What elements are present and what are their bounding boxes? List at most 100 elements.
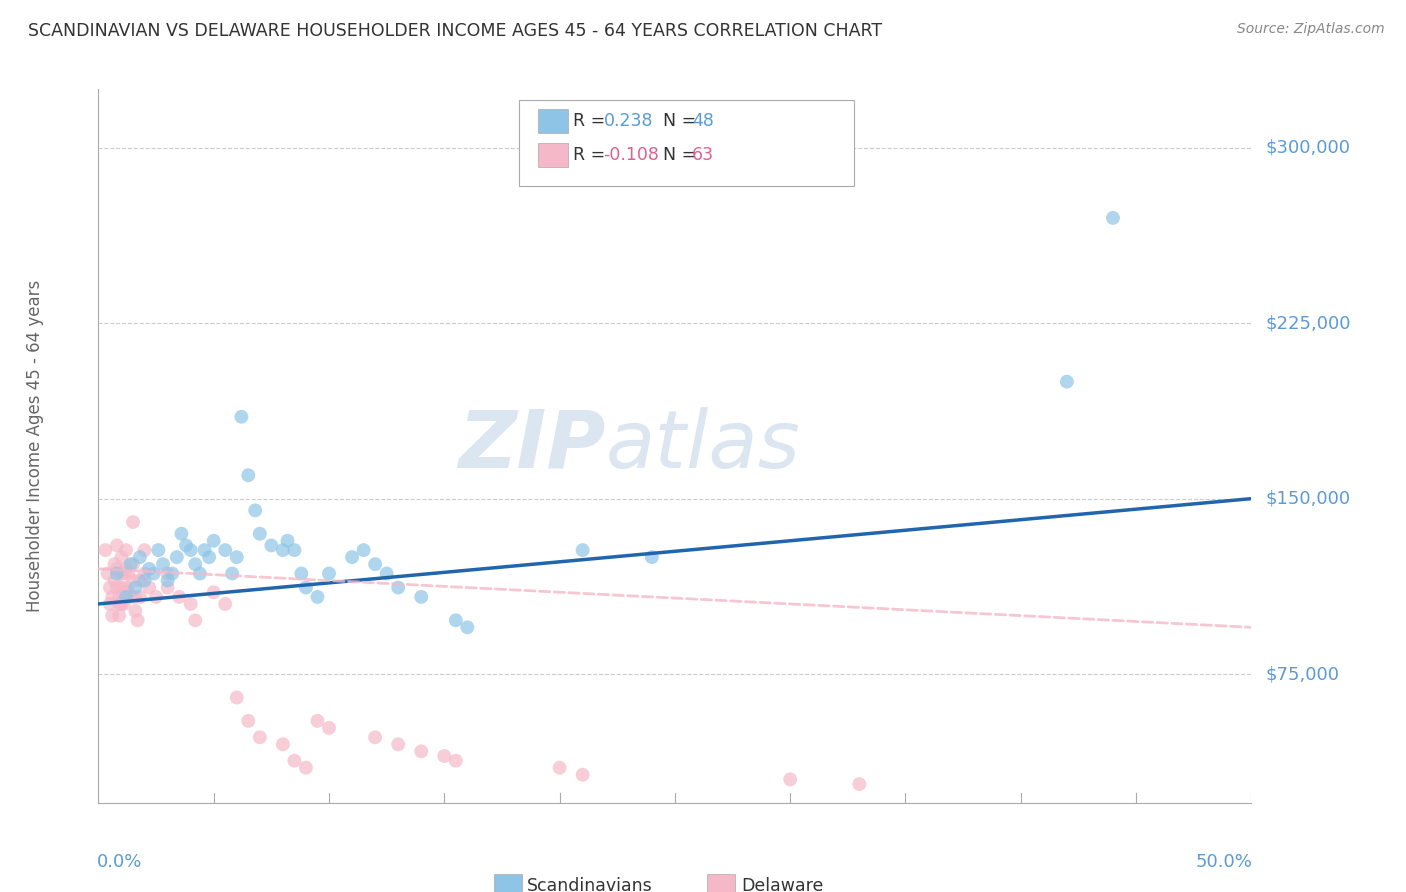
Scandinavians [174,538,197,552]
Scandinavians [318,566,340,581]
Scandinavians [641,550,664,565]
Delaware [110,566,132,581]
Delaware [97,566,120,581]
Delaware [115,543,138,558]
Scandinavians [170,526,193,541]
Scandinavians [456,620,478,634]
Delaware [105,581,128,595]
Delaware [848,777,870,791]
Delaware [156,581,179,595]
Text: R =: R = [574,146,612,164]
Delaware [101,608,124,623]
Delaware [411,744,433,758]
Delaware [129,574,152,588]
Delaware [122,574,145,588]
Text: ZIP: ZIP [458,407,606,485]
Delaware [167,590,190,604]
Text: -0.108: -0.108 [603,146,659,164]
Delaware [112,566,135,581]
Scandinavians [364,557,387,571]
Delaware [115,562,138,576]
Scandinavians [193,543,215,558]
FancyBboxPatch shape [707,874,735,892]
Text: 0.238: 0.238 [603,112,652,130]
Scandinavians [1056,375,1078,389]
Delaware [548,761,571,775]
Delaware [138,581,160,595]
Delaware [129,590,152,604]
Delaware [184,613,207,627]
Delaware [283,754,305,768]
Text: atlas: atlas [606,407,800,485]
FancyBboxPatch shape [537,143,568,167]
Scandinavians [142,566,165,581]
Scandinavians [225,550,247,565]
Scandinavians [231,409,253,424]
Scandinavians [180,543,202,558]
Delaware [105,538,128,552]
Delaware [444,754,467,768]
Text: $75,000: $75,000 [1265,665,1340,683]
Text: SCANDINAVIAN VS DELAWARE HOUSEHOLDER INCOME AGES 45 - 64 YEARS CORRELATION CHART: SCANDINAVIAN VS DELAWARE HOUSEHOLDER INC… [28,22,882,40]
Scandinavians [184,557,207,571]
FancyBboxPatch shape [494,874,522,892]
Delaware [112,585,135,599]
Text: $300,000: $300,000 [1265,138,1350,157]
Scandinavians [238,468,260,483]
Scandinavians [129,550,152,565]
Delaware [249,731,271,745]
Scandinavians [134,574,156,588]
Delaware [225,690,247,705]
Scandinavians [260,538,283,552]
Scandinavians [340,550,363,565]
Delaware [180,597,202,611]
Delaware [117,566,139,581]
Scandinavians [105,566,128,581]
Scandinavians [276,533,298,548]
Delaware [202,585,225,599]
Text: $150,000: $150,000 [1265,490,1350,508]
Text: Scandinavians: Scandinavians [527,877,652,892]
Delaware [103,557,125,571]
Text: 0.0%: 0.0% [97,853,142,871]
Delaware [156,566,179,581]
Text: 63: 63 [692,146,714,164]
Delaware [124,604,146,618]
Delaware [214,597,236,611]
Scandinavians [156,574,179,588]
Scandinavians [571,543,593,558]
Scandinavians [375,566,398,581]
Delaware [105,562,128,576]
Delaware [108,608,131,623]
Delaware [364,731,387,745]
Scandinavians [245,503,267,517]
Delaware [307,714,329,728]
Scandinavians [188,566,211,581]
Delaware [122,557,145,571]
Delaware [110,550,132,565]
Text: Source: ZipAtlas.com: Source: ZipAtlas.com [1237,22,1385,37]
Scandinavians [214,543,236,558]
Text: 48: 48 [692,112,714,130]
Delaware [103,574,125,588]
Scandinavians [221,566,243,581]
Scandinavians [411,590,433,604]
Delaware [134,543,156,558]
Delaware [98,581,121,595]
Text: R =: R = [574,112,612,130]
Scandinavians [307,590,329,604]
Delaware [318,721,340,735]
Scandinavians [283,543,305,558]
Delaware [98,597,121,611]
Text: Delaware: Delaware [742,877,824,892]
Scandinavians [444,613,467,627]
Scandinavians [249,526,271,541]
Scandinavians [160,566,183,581]
Delaware [271,737,294,751]
Delaware [571,768,593,782]
Scandinavians [1102,211,1125,225]
Delaware [124,590,146,604]
Scandinavians [271,543,294,558]
Scandinavians [138,562,160,576]
Scandinavians [124,581,146,595]
